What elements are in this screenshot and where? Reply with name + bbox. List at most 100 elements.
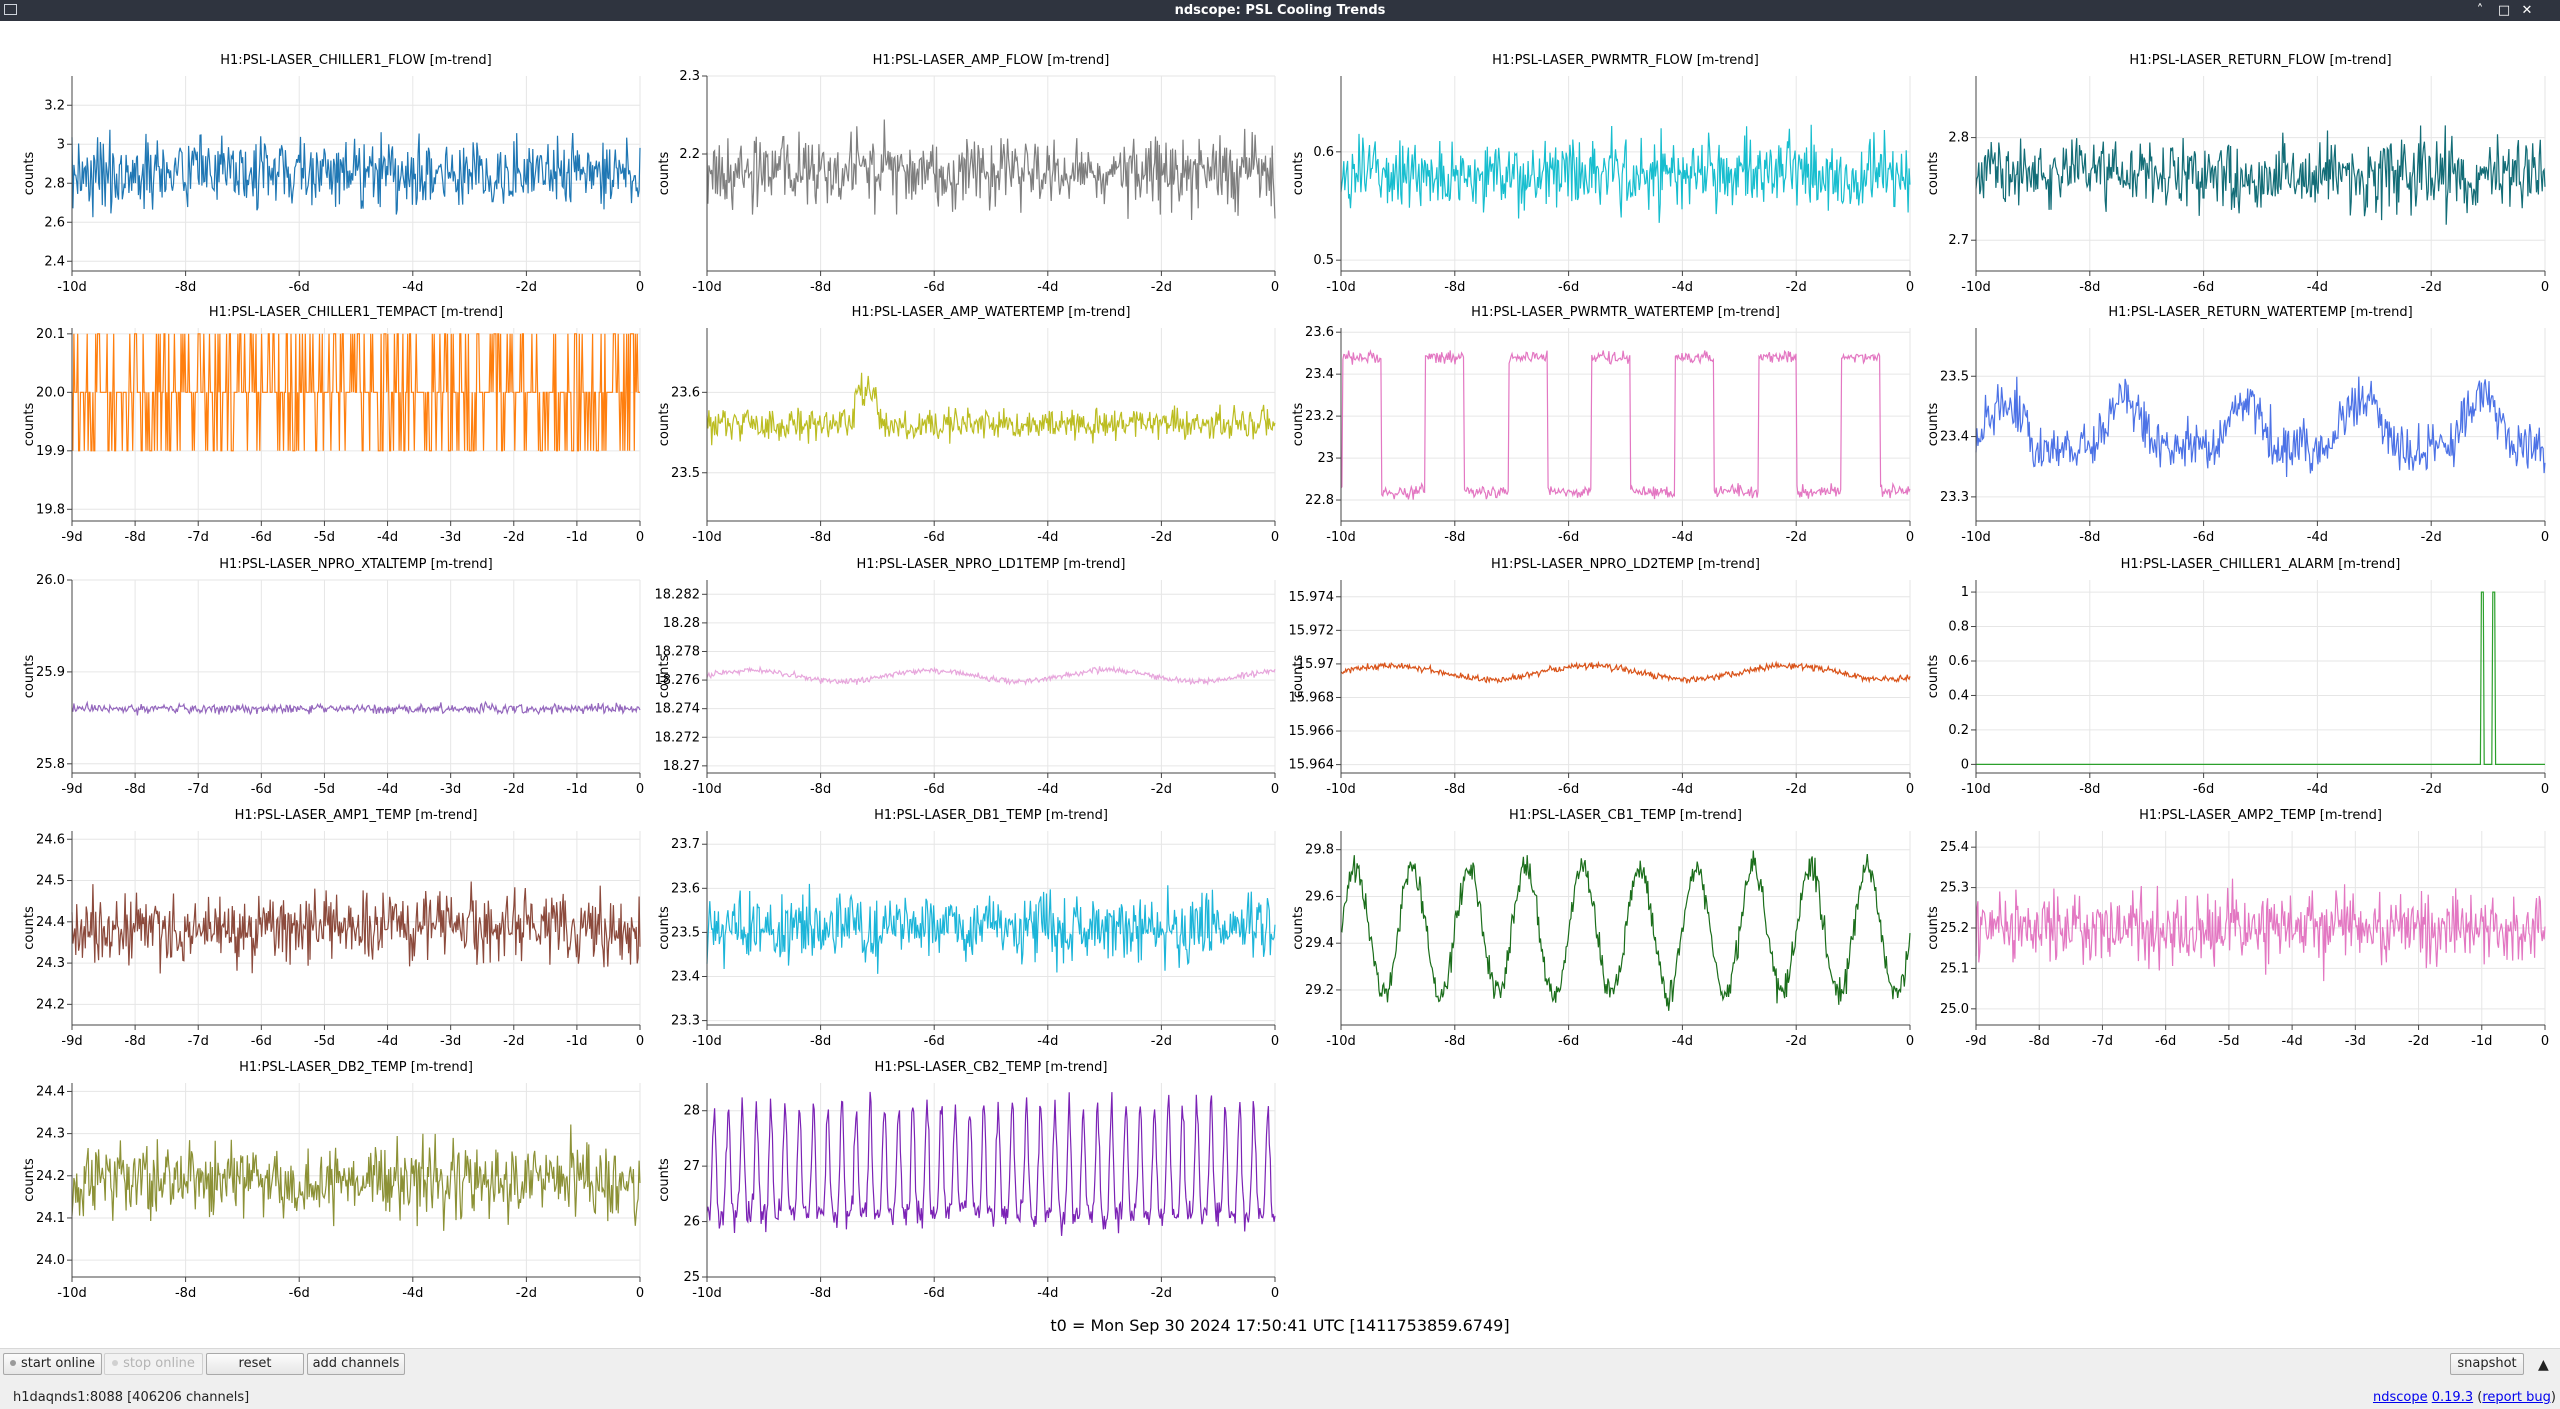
y-tick-label: 0.8	[1948, 620, 1969, 635]
add-channels-button[interactable]: add channels	[307, 1353, 405, 1375]
app-link[interactable]: ndscope	[2372, 1390, 2428, 1405]
y-tick-label: 2.8	[1948, 131, 1969, 146]
y-tick-label: 18.282	[655, 587, 701, 602]
x-tick-label: -5d	[314, 1034, 335, 1049]
x-tick-label: 0	[1906, 530, 1914, 545]
x-tick-label: -10d	[1326, 280, 1356, 295]
plot-chiller1-tempact[interactable]: H1:PSL-LASER_CHILLER1_TEMPACT [m-trend] c…	[22, 305, 644, 545]
plot-pwrmtr-flow[interactable]: H1:PSL-LASER_PWRMTR_FLOW [m-trend] counts…	[1291, 53, 1914, 295]
expand-arrow-icon[interactable]: ▲	[2538, 1357, 2549, 1373]
y-tick-label: 2.6	[44, 215, 65, 230]
plot-title: H1:PSL-LASER_CHILLER1_FLOW [m-trend]	[220, 53, 491, 68]
trace-line	[1975, 878, 2546, 982]
plot-title: H1:PSL-LASER_DB1_TEMP [m-trend]	[874, 808, 1108, 823]
y-tick-label: 20.0	[36, 385, 65, 400]
plot-amp-watertemp[interactable]: H1:PSL-LASER_AMP_WATERTEMP [m-trend] coun…	[657, 305, 1279, 545]
x-tick-label: -8d	[810, 280, 831, 295]
y-tick-label: 23.6	[671, 385, 700, 400]
report-bug-link[interactable]: report bug	[2482, 1390, 2551, 1405]
x-tick-label: 0	[1271, 530, 1279, 545]
plot-amp2-temp[interactable]: H1:PSL-LASER_AMP2_TEMP [m-trend]counts25…	[1926, 808, 2549, 1049]
plot-amp1-temp[interactable]: H1:PSL-LASER_AMP1_TEMP [m-trend]counts24…	[22, 808, 644, 1049]
plot-db1-temp[interactable]: H1:PSL-LASER_DB1_TEMP [m-trend]counts23.…	[657, 808, 1279, 1049]
plot-npro-ld2temp[interactable]: H1:PSL-LASER_NPRO_LD2TEMP [m-trend] count…	[1289, 557, 1915, 797]
x-tick-label: -8d	[125, 1034, 146, 1049]
x-tick-label: -3d	[440, 1034, 461, 1049]
x-tick-label: -4d	[377, 1034, 398, 1049]
plot-return-watertemp[interactable]: H1:PSL-LASER_RETURN_WATERTEMP [m-trend] c…	[1926, 305, 2549, 545]
y-tick-label: 0.5	[1313, 253, 1334, 268]
x-tick-label: 0	[2541, 280, 2549, 295]
y-axis-label: counts	[657, 906, 672, 950]
plot-pwrmtr-watertemp[interactable]: H1:PSL-LASER_PWRMTR_WATERTEMP [m-trend] c…	[1291, 305, 1914, 545]
y-tick-label: 25.1	[1940, 961, 1969, 976]
plot-cb2-temp[interactable]: H1:PSL-LASER_CB2_TEMP [m-trend] counts 25 2…	[657, 1060, 1279, 1301]
x-tick-label: -6d	[2155, 1034, 2176, 1049]
x-tick-label: -8d	[810, 782, 831, 797]
x-tick-label: -5d	[314, 530, 335, 545]
x-tick-label: -5d	[314, 782, 335, 797]
trace-line	[706, 883, 1276, 974]
trace-line	[1340, 850, 1911, 1011]
y-tick-label: 26	[683, 1215, 700, 1230]
x-tick-label: -2d	[503, 530, 524, 545]
x-tick-label: -4d	[2307, 280, 2328, 295]
x-tick-label: -4d	[1037, 530, 1058, 545]
plot-db2-temp[interactable]: H1:PSL-LASER_DB2_TEMP [m-trend]counts24.…	[22, 1060, 644, 1301]
y-tick-label: 1	[1961, 585, 1969, 600]
x-tick-label: -8d	[2079, 782, 2100, 797]
x-tick-label: 0	[636, 1034, 644, 1049]
y-tick-label: 18.274	[655, 702, 701, 717]
x-tick-label: -10d	[692, 1286, 722, 1301]
trace-line	[71, 700, 641, 716]
y-tick-label: 22.8	[1305, 493, 1334, 508]
y-axis-label: counts	[657, 1158, 672, 1202]
trace-line	[1340, 349, 1911, 500]
y-tick-label: 0.6	[1948, 654, 1969, 669]
x-tick-label: 0	[1271, 1034, 1279, 1049]
plot-chiller1-alarm[interactable]: H1:PSL-LASER_CHILLER1_ALARM [m-trend] cou…	[1926, 557, 2549, 797]
version-link[interactable]: 0.19.3	[2431, 1390, 2474, 1405]
y-tick-label: 3.2	[44, 98, 65, 113]
y-tick-label: 24.3	[36, 1127, 65, 1142]
close-button[interactable]: ✕	[2521, 3, 2533, 18]
trace-line	[1340, 124, 1911, 223]
start-online-button[interactable]: start online	[3, 1353, 102, 1375]
x-tick-label: -6d	[924, 1034, 945, 1049]
x-tick-label: -8d	[810, 1034, 831, 1049]
y-axis-label: counts	[22, 403, 37, 447]
minimize-button[interactable]: ˄	[2476, 3, 2484, 18]
plot-npro-ld1temp[interactable]: H1:PSL-LASER_NPRO_LD1TEMP [m-trend] count…	[655, 557, 1280, 797]
y-tick-label: 25.0	[1940, 1002, 1969, 1017]
x-tick-label: -4d	[1037, 782, 1058, 797]
y-tick-label: 23.5	[671, 466, 700, 481]
trace-line	[1340, 660, 1911, 685]
start-online-icon	[9, 1360, 16, 1366]
y-axis-label: counts	[22, 906, 37, 950]
y-tick-label: 19.9	[36, 444, 65, 459]
maximize-button[interactable]: □	[2497, 3, 2511, 18]
plot-area[interactable]: t0 = Mon Sep 30 2024 17:50:41 UTC [14117…	[0, 21, 2560, 1348]
x-tick-label: -2d	[1151, 530, 1172, 545]
y-tick-label: 24.3	[36, 956, 65, 971]
x-tick-label: -2d	[1786, 280, 1807, 295]
plot-chiller1-flow[interactable]: H1:PSL-LASER_CHILLER1_FLOW [m-trend] coun…	[22, 53, 644, 295]
plot-return-flow[interactable]: H1:PSL-LASER_RETURN_FLOW [m-trend] counts…	[1926, 53, 2549, 295]
x-tick-label: 0	[1271, 782, 1279, 797]
y-tick-label: 29.6	[1305, 889, 1334, 904]
y-tick-label: 23.2	[1305, 409, 1334, 424]
x-tick-label: -4d	[2282, 1034, 2303, 1049]
snapshot-button[interactable]: snapshot	[2450, 1353, 2524, 1375]
x-tick-label: -2d	[2421, 782, 2442, 797]
plot-npro-xtaltemp[interactable]: H1:PSL-LASER_NPRO_XTALTEMP [m-trend] coun…	[22, 557, 644, 797]
plot-amp-flow[interactable]: H1:PSL-LASER_AMP_FLOW [m-trend] counts 2.2…	[657, 53, 1279, 295]
x-tick-label: -2d	[1151, 782, 1172, 797]
window-titlebar: ndscope: PSL Cooling Trends ˄ □ ✕	[0, 0, 2560, 21]
x-tick-label: -4d	[2307, 782, 2328, 797]
y-tick-label: 25.8	[36, 757, 65, 772]
y-tick-label: 2.2	[679, 147, 700, 162]
x-tick-label: -9d	[1965, 1034, 1986, 1049]
plot-cb1-temp[interactable]: H1:PSL-LASER_CB1_TEMP [m-trend]counts29.…	[1291, 808, 1914, 1049]
reset-button[interactable]: reset	[206, 1353, 304, 1375]
y-tick-label: 0	[1961, 757, 1969, 772]
